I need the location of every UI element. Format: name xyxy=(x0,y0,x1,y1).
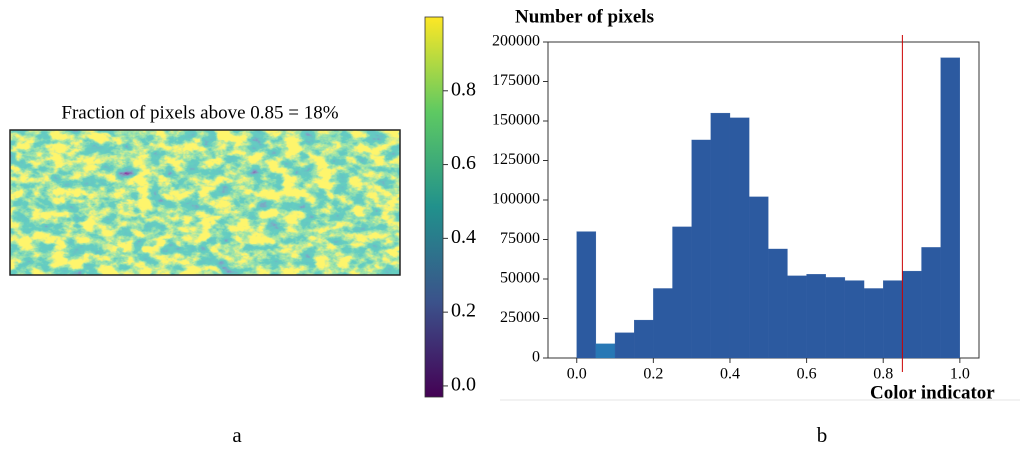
bar xyxy=(768,249,787,358)
image-title: Fraction of pixels above 0.85 = 18% xyxy=(61,102,338,123)
bar xyxy=(596,344,615,358)
y-axis-label: Number of pixels xyxy=(515,6,654,27)
heatmap-image xyxy=(10,130,400,275)
colorbar-tick-label: 0.2 xyxy=(451,300,476,322)
bar xyxy=(883,281,902,358)
panel-label: b xyxy=(817,423,828,447)
x-tick-label: 0.2 xyxy=(643,366,663,383)
bar xyxy=(577,232,596,358)
y-tick-label: 150000 xyxy=(492,112,540,129)
bar xyxy=(902,271,921,358)
colorbar-tick-label: 0.6 xyxy=(451,152,476,174)
y-tick-label: 175000 xyxy=(492,72,540,89)
x-tick-label: 0.0 xyxy=(567,366,587,383)
bar xyxy=(634,320,653,358)
x-tick-label: 0.6 xyxy=(797,366,817,383)
y-tick-label: 25000 xyxy=(500,309,540,326)
bar xyxy=(730,118,749,358)
bar xyxy=(711,113,730,358)
x-tick-label: 0.4 xyxy=(720,366,740,383)
bar xyxy=(826,277,845,358)
y-tick-label: 125000 xyxy=(492,151,540,168)
panel-label: a xyxy=(232,423,242,447)
y-tick-label: 50000 xyxy=(500,270,540,287)
colorbar xyxy=(425,17,443,397)
y-tick-label: 75000 xyxy=(500,230,540,247)
bar xyxy=(749,197,768,358)
figure: a b Fraction of pixels above 0.85 = 18% … xyxy=(0,0,1028,449)
bar xyxy=(653,288,672,358)
y-tick-label: 0 xyxy=(532,349,540,366)
bar xyxy=(807,274,826,358)
x-axis-label: Color indicator xyxy=(870,382,995,403)
bar xyxy=(692,140,711,358)
bar xyxy=(673,227,692,358)
y-tick-label: 100000 xyxy=(492,191,540,208)
bar xyxy=(922,247,941,358)
y-tick-label: 200000 xyxy=(492,33,540,50)
x-tick-label: 0.8 xyxy=(873,366,893,383)
bar xyxy=(845,281,864,358)
x-tick-label: 1.0 xyxy=(950,366,970,383)
colorbar-tick-label: 0.4 xyxy=(451,226,476,248)
colorbar-tick-label: 0.0 xyxy=(451,374,476,396)
bar xyxy=(615,333,634,358)
bar xyxy=(864,288,883,358)
bar xyxy=(941,58,960,358)
colorbar-tick-label: 0.8 xyxy=(451,78,476,100)
bar xyxy=(787,276,806,358)
